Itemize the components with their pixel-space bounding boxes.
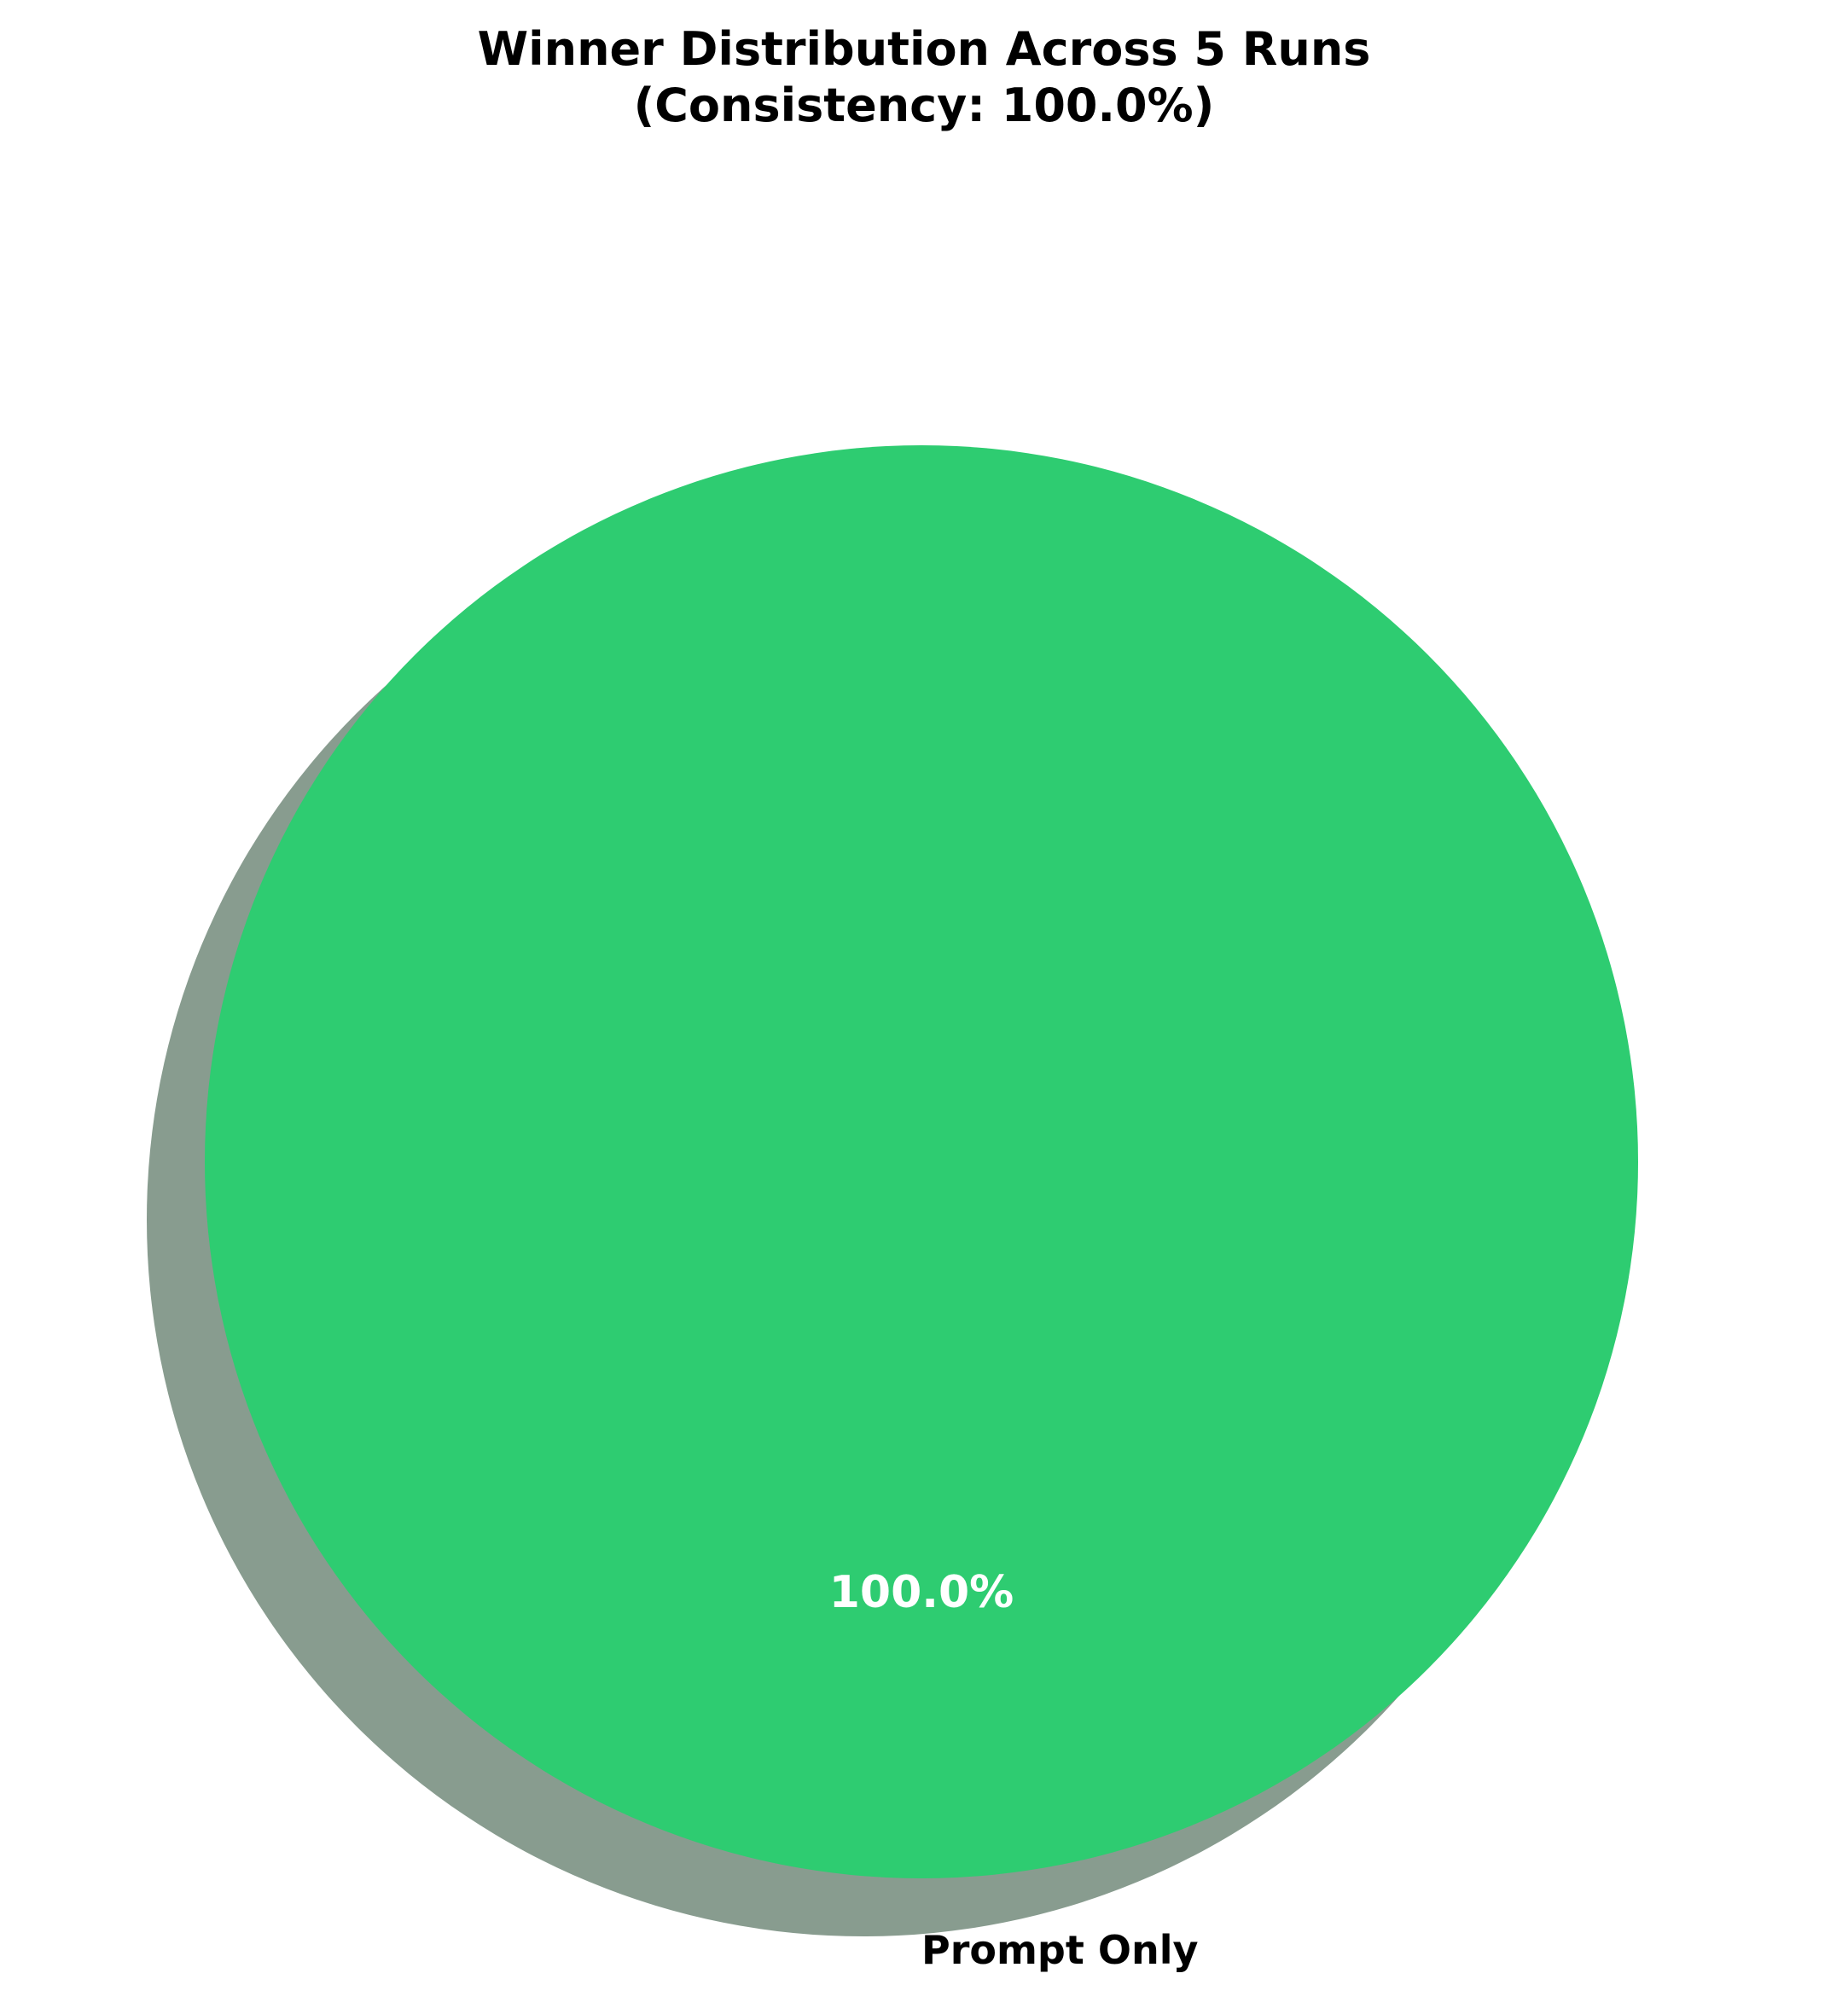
chart-title: Winner Distribution Across 5 Runs bbox=[478, 22, 1371, 76]
pie-slice-label: Prompt Only bbox=[921, 1927, 1198, 1973]
pie-group: 100.0% Prompt Only bbox=[147, 445, 1638, 1973]
pie-slice bbox=[205, 445, 1638, 1878]
chart-subtitle: (Consistency: 100.0%) bbox=[634, 78, 1215, 132]
pie-slice-percent-label: 100.0% bbox=[829, 1567, 1014, 1618]
